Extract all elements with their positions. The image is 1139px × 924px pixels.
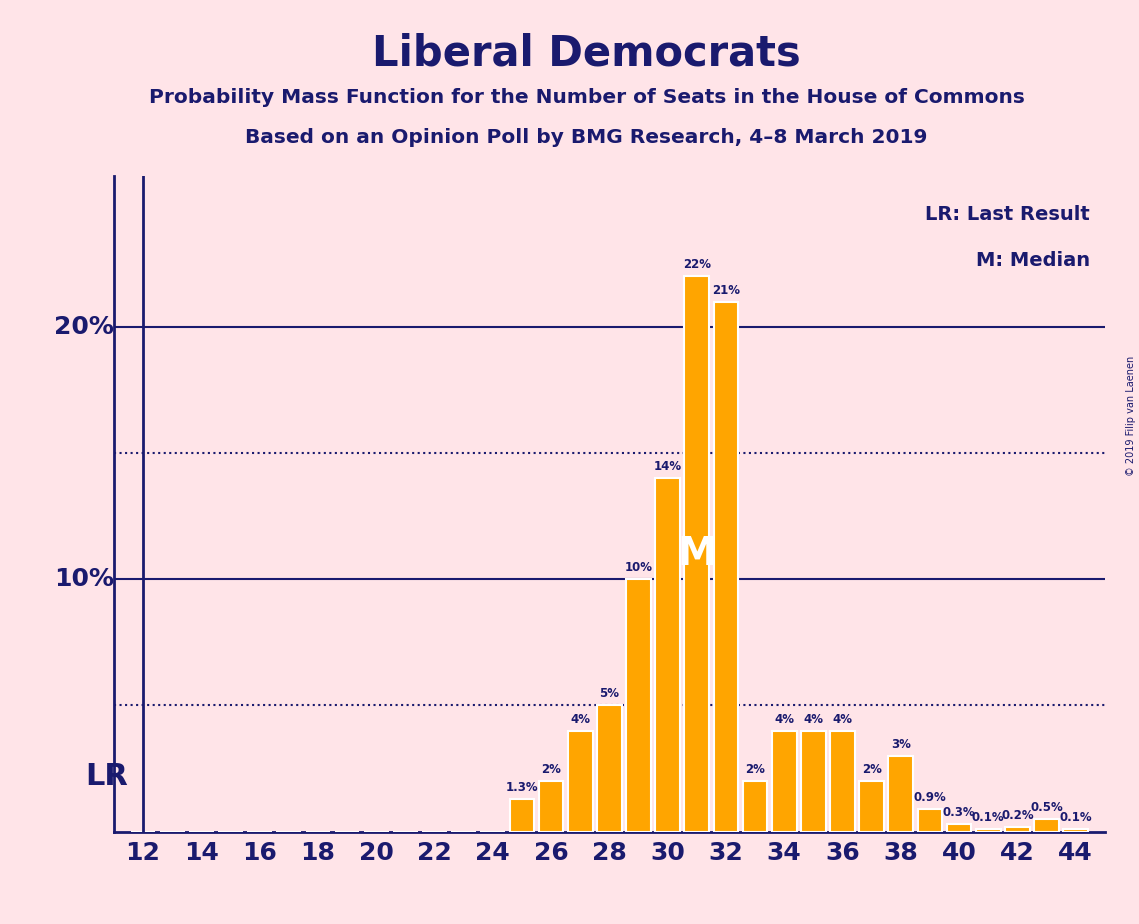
- Bar: [743, 781, 768, 832]
- Bar: [888, 756, 913, 832]
- Bar: [830, 731, 855, 832]
- Bar: [626, 579, 650, 832]
- Text: M: Median: M: Median: [976, 251, 1090, 270]
- Bar: [1064, 829, 1088, 832]
- Bar: [801, 731, 826, 832]
- Text: 0.9%: 0.9%: [913, 791, 947, 804]
- Text: 1.3%: 1.3%: [506, 781, 539, 794]
- Text: 3%: 3%: [891, 738, 911, 751]
- Bar: [976, 829, 1001, 832]
- Bar: [655, 479, 680, 832]
- Text: 4%: 4%: [571, 712, 590, 725]
- Text: 4%: 4%: [775, 712, 794, 725]
- Bar: [1034, 819, 1059, 832]
- Bar: [947, 824, 972, 832]
- Text: 10%: 10%: [54, 567, 114, 591]
- Text: Probability Mass Function for the Number of Seats in the House of Commons: Probability Mass Function for the Number…: [149, 88, 1024, 107]
- Text: 0.5%: 0.5%: [1030, 801, 1063, 814]
- Text: LR: Last Result: LR: Last Result: [925, 205, 1090, 225]
- Text: 21%: 21%: [712, 284, 740, 297]
- Bar: [568, 731, 592, 832]
- Bar: [509, 798, 534, 832]
- Bar: [597, 705, 622, 832]
- Text: 22%: 22%: [682, 259, 711, 272]
- Text: 2%: 2%: [862, 763, 882, 776]
- Bar: [859, 781, 884, 832]
- Text: 14%: 14%: [654, 460, 682, 473]
- Bar: [539, 781, 564, 832]
- Text: 2%: 2%: [745, 763, 765, 776]
- Bar: [713, 302, 738, 832]
- Text: 4%: 4%: [803, 712, 823, 725]
- Bar: [685, 276, 710, 832]
- Text: © 2019 Filip van Laenen: © 2019 Filip van Laenen: [1126, 356, 1136, 476]
- Text: 4%: 4%: [833, 712, 852, 725]
- Text: 20%: 20%: [54, 315, 114, 339]
- Bar: [772, 731, 796, 832]
- Text: 5%: 5%: [599, 687, 620, 700]
- Text: LR: LR: [85, 761, 129, 791]
- Bar: [918, 808, 942, 832]
- Text: Based on an Opinion Poll by BMG Research, 4–8 March 2019: Based on an Opinion Poll by BMG Research…: [245, 128, 928, 147]
- Text: 0.1%: 0.1%: [972, 811, 1005, 824]
- Text: 10%: 10%: [624, 561, 653, 574]
- Text: Liberal Democrats: Liberal Democrats: [372, 32, 801, 74]
- Text: 0.1%: 0.1%: [1059, 811, 1092, 824]
- Text: 2%: 2%: [541, 763, 562, 776]
- Text: M: M: [678, 535, 716, 573]
- Text: 0.3%: 0.3%: [943, 806, 975, 819]
- Bar: [1005, 827, 1030, 832]
- Text: 0.2%: 0.2%: [1001, 808, 1034, 821]
